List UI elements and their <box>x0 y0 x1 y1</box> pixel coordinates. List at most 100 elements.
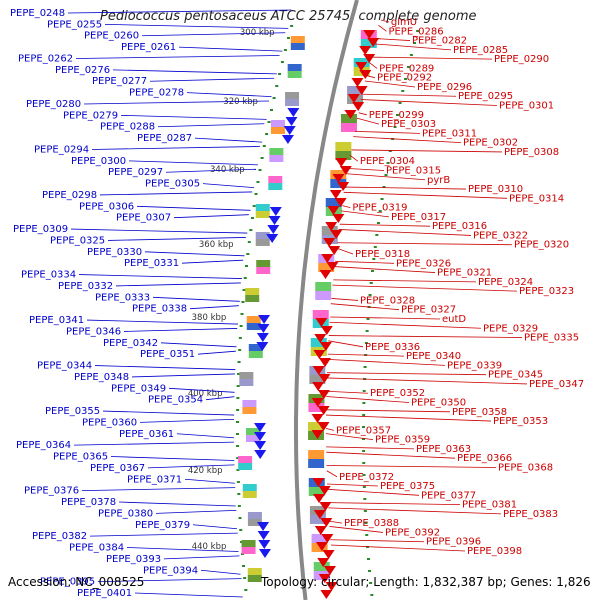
scale-tick <box>246 253 250 255</box>
scale-tick <box>362 474 366 476</box>
scale-tick <box>362 402 366 404</box>
right-leader-line <box>368 62 378 69</box>
left-leader-line <box>67 9 292 14</box>
left-gene-label: PEPE_0361 <box>119 429 174 440</box>
reverse-strand-arrow <box>327 206 340 215</box>
scale-tick <box>239 325 243 327</box>
left-leader-line <box>97 578 242 583</box>
scale-tick <box>241 301 245 303</box>
scale-tick <box>369 582 373 584</box>
left-leader-line <box>173 214 249 219</box>
scale-tick <box>238 517 242 519</box>
right-gene-label: PEPE_0327 <box>401 305 456 316</box>
reverse-strand-arrow <box>359 70 372 79</box>
scale-tick-label: 320 kbp <box>223 97 258 107</box>
reverse-strand-arrow <box>332 174 345 183</box>
scale-tick <box>237 361 241 363</box>
left-gene-label: PEPE_0395 <box>40 577 95 588</box>
gene-feature <box>340 123 357 132</box>
right-leader-line <box>358 112 367 116</box>
left-leader-line <box>123 328 238 332</box>
left-leader-line <box>118 501 236 507</box>
scale-tick <box>262 145 266 147</box>
gene-feature <box>308 450 325 459</box>
left-gene-label: PEPE_0294 <box>34 144 89 155</box>
right-leader-line <box>326 465 497 468</box>
left-leader-line <box>126 547 239 552</box>
left-gene-label: PEPE_0346 <box>66 326 121 337</box>
gene-feature <box>311 534 328 543</box>
reverse-strand-arrow <box>311 430 324 439</box>
left-leader-line <box>168 387 235 393</box>
left-gene-label: PEPE_0255 <box>47 19 102 30</box>
gene-feature <box>321 226 338 235</box>
right-gene-label: PEPE_0316 <box>432 221 487 232</box>
forward-strand-arrow <box>256 333 269 342</box>
forward-strand-arrow <box>257 531 270 540</box>
forward-strand-arrow <box>268 216 281 225</box>
gene-feature <box>246 323 261 330</box>
scale-tick <box>249 229 253 231</box>
right-leader-line <box>330 539 425 543</box>
reverse-strand-arrow <box>320 590 333 599</box>
left-gene-label: PEPE_0371 <box>127 474 182 485</box>
scale-tick <box>260 157 264 159</box>
gene-feature <box>270 120 285 127</box>
forward-strand-arrow <box>257 324 270 333</box>
scale-tick-label: 400 kbp <box>188 389 223 399</box>
scale-tick <box>393 126 397 128</box>
gene-feature <box>239 372 254 379</box>
right-leader-line <box>329 321 482 329</box>
left-leader-line <box>157 123 265 128</box>
reverse-strand-arrow <box>313 494 326 503</box>
scale-tick <box>382 186 386 188</box>
accession-label: Accession: NC_008525 <box>8 575 145 589</box>
left-gene-label: PEPE_0334 <box>21 270 76 281</box>
left-gene-label: PEPE_0287 <box>137 133 192 144</box>
left-gene-label: PEPE_0376 <box>24 486 79 497</box>
scale-tick <box>376 222 380 224</box>
gene-feature <box>308 459 325 468</box>
scale-tick <box>364 522 368 524</box>
right-gene-label: PEPE_0398 <box>467 546 522 557</box>
reverse-strand-arrow <box>319 270 332 279</box>
left-leader-line <box>141 32 286 37</box>
forward-strand-arrow <box>254 423 267 432</box>
right-leader-line <box>325 433 374 441</box>
left-leader-line <box>139 419 235 423</box>
scale-tick <box>368 570 372 572</box>
right-gene-label: PEPE_0320 <box>514 240 569 251</box>
gene-feature <box>256 260 271 267</box>
right-leader-line <box>326 396 410 403</box>
reverse-strand-arrow <box>334 198 347 207</box>
right-leader-line <box>338 229 472 236</box>
forward-strand-arrow <box>269 207 282 216</box>
right-gene-label: PEPE_0345 <box>488 370 543 381</box>
left-leader-line <box>78 274 242 279</box>
scale-tick <box>416 30 420 32</box>
right-gene-label: PEPE_0308 <box>504 147 559 158</box>
gene-feature <box>247 568 262 575</box>
left-gene-label: PEPE_0305 <box>145 179 200 190</box>
scale-tick <box>396 114 400 116</box>
gene-feature <box>270 127 285 134</box>
right-gene-label: PEPE_0372 <box>339 472 394 483</box>
left-leader-line <box>115 282 241 287</box>
right-leader-line <box>326 414 492 422</box>
left-gene-label: PEPE_0276 <box>55 65 110 76</box>
reverse-strand-arrow <box>332 214 345 223</box>
scale-tick <box>236 385 240 387</box>
scale-tick <box>404 78 408 80</box>
gene-feature <box>255 204 270 211</box>
scale-tick <box>362 450 366 452</box>
left-leader-line <box>89 532 238 537</box>
reverse-strand-arrow <box>363 30 376 39</box>
right-leader-line <box>340 210 390 218</box>
reverse-strand-arrow <box>322 550 335 559</box>
right-gene-label: PEPE_0368 <box>498 462 553 473</box>
left-leader-line <box>197 350 236 355</box>
right-gene-label: PEPE_0321 <box>437 268 492 279</box>
right-leader-line <box>328 335 523 338</box>
left-leader-line <box>112 69 277 75</box>
